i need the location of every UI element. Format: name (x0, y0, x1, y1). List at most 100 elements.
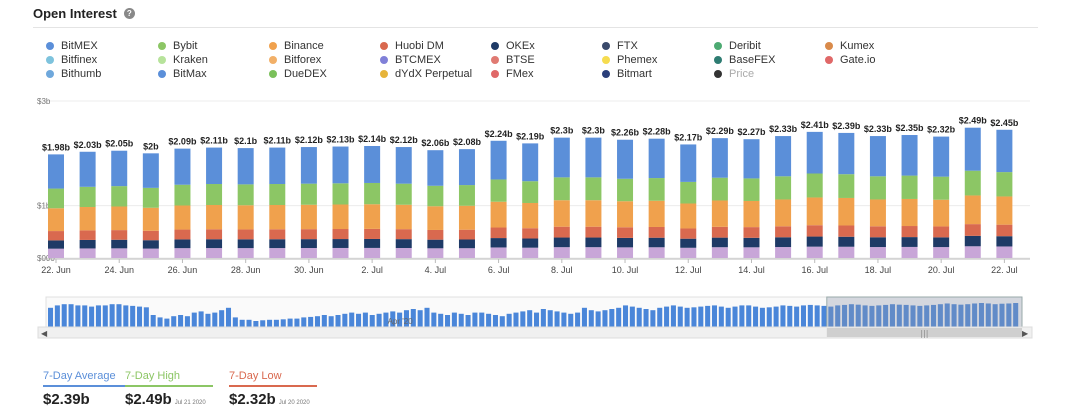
bar-segment-binance[interactable] (806, 197, 823, 226)
bar-segment-okex[interactable] (711, 237, 728, 248)
bar-segment-okex[interactable] (585, 237, 602, 248)
bar-segment-okex[interactable] (490, 238, 507, 248)
bar-segment-okex[interactable] (79, 239, 96, 249)
bar-segment-others[interactable] (427, 248, 444, 258)
bar-segment-bitmex[interactable] (79, 151, 96, 187)
bar-segment-others[interactable] (711, 247, 728, 258)
legend-item-bitmax[interactable]: BitMax (158, 68, 207, 80)
bar-segment-bybit[interactable] (775, 176, 792, 200)
bar-segment-binance[interactable] (869, 199, 886, 227)
bar-segment-huobi-dm[interactable] (522, 228, 539, 239)
bar-segment-bitmex[interactable] (111, 150, 128, 187)
bar-segment-bybit[interactable] (174, 184, 191, 206)
bar-segment-bybit[interactable] (490, 179, 507, 202)
legend-item-kraken[interactable]: Kraken (158, 54, 208, 66)
bar-segment-bybit[interactable] (964, 170, 981, 196)
bar-segment-bybit[interactable] (585, 177, 602, 201)
bar-segment-binance[interactable] (490, 201, 507, 228)
bar-segment-bitmex[interactable] (617, 139, 634, 179)
bar-segment-bybit[interactable] (48, 188, 64, 209)
bar-segment-okex[interactable] (648, 237, 665, 248)
bar-segment-bybit[interactable] (111, 186, 128, 207)
bar-segment-binance[interactable] (522, 202, 539, 229)
bar-segment-others[interactable] (79, 248, 96, 258)
bar-segment-binance[interactable] (458, 205, 475, 230)
bar-segment-huobi-dm[interactable] (617, 227, 634, 238)
bar-segment-okex[interactable] (869, 237, 886, 248)
bar-segment-bybit[interactable] (458, 185, 475, 206)
legend-item-btse[interactable]: BTSE (491, 54, 535, 66)
question-circle-icon[interactable]: ? (123, 7, 135, 19)
bar-segment-bybit[interactable] (269, 184, 286, 205)
legend-item-huobi-dm[interactable]: Huobi DM (380, 40, 444, 52)
bar-segment-huobi-dm[interactable] (427, 229, 444, 240)
bar-segment-huobi-dm[interactable] (869, 226, 886, 238)
bar-segment-others[interactable] (964, 246, 981, 258)
legend-item-phemex[interactable]: Phemex (602, 54, 657, 66)
bar-segment-others[interactable] (901, 246, 918, 258)
bar-segment-huobi-dm[interactable] (743, 227, 760, 238)
bar-segment-huobi-dm[interactable] (585, 226, 602, 238)
bar-segment-bybit[interactable] (142, 187, 159, 208)
bar-segment-huobi-dm[interactable] (996, 224, 1013, 237)
bar-segment-bybit[interactable] (680, 181, 697, 204)
bar-segment-huobi-dm[interactable] (300, 229, 317, 240)
scrollbar-track[interactable] (37, 326, 1033, 339)
legend-item-fmex[interactable]: FMex (491, 68, 534, 80)
bar-segment-bitmex[interactable] (458, 149, 475, 186)
bar-segment-binance[interactable] (553, 200, 570, 227)
legend-item-kumex[interactable]: Kumex (825, 40, 874, 52)
legend-item-bitmart[interactable]: Bitmart (602, 68, 652, 80)
bar-segment-bitmex[interactable] (237, 148, 254, 185)
bar-segment-bybit[interactable] (711, 177, 728, 201)
bar-segment-okex[interactable] (142, 240, 159, 249)
bar-segment-others[interactable] (680, 247, 697, 258)
bar-segment-bitmex[interactable] (206, 147, 223, 185)
bar-segment-bybit[interactable] (806, 173, 823, 198)
bar-segment-others[interactable] (364, 247, 381, 258)
bar-segment-others[interactable] (142, 248, 159, 258)
bar-segment-bitmex[interactable] (901, 135, 918, 176)
bar-segment-bitmex[interactable] (300, 147, 317, 184)
bar-segment-bybit[interactable] (648, 178, 665, 201)
bar-segment-huobi-dm[interactable] (174, 229, 191, 240)
bar-segment-binance[interactable] (300, 204, 317, 230)
bar-segment-others[interactable] (237, 248, 254, 258)
legend-item-basefex[interactable]: BaseFEX (714, 54, 775, 66)
bar-segment-bitmex[interactable] (48, 154, 64, 189)
bar-segment-binance[interactable] (364, 204, 381, 229)
bar-segment-others[interactable] (996, 246, 1013, 258)
bar-segment-binance[interactable] (174, 205, 191, 230)
bar-segment-huobi-dm[interactable] (490, 227, 507, 239)
bar-segment-others[interactable] (111, 248, 128, 258)
bar-segment-binance[interactable] (901, 198, 918, 227)
bar-segment-bitmex[interactable] (395, 147, 412, 184)
bar-segment-bitmex[interactable] (427, 150, 444, 186)
bar-segment-binance[interactable] (395, 204, 412, 230)
bar-segment-huobi-dm[interactable] (111, 230, 128, 240)
legend-item-okex[interactable]: OKEx (491, 40, 535, 52)
bar-segment-huobi-dm[interactable] (364, 228, 381, 239)
bar-segment-binance[interactable] (585, 200, 602, 227)
bar-segment-huobi-dm[interactable] (553, 226, 570, 238)
bar-segment-huobi-dm[interactable] (964, 224, 981, 236)
bar-segment-binance[interactable] (711, 200, 728, 227)
bar-segment-bitmex[interactable] (332, 146, 349, 184)
scroll-grip-icon[interactable]: ||| (920, 329, 928, 338)
bar-segment-bybit[interactable] (364, 182, 381, 205)
legend-item-deribit[interactable]: Deribit (714, 40, 761, 52)
bar-segment-bitmex[interactable] (585, 137, 602, 178)
bar-segment-bybit[interactable] (427, 185, 444, 207)
bar-segment-binance[interactable] (933, 199, 950, 227)
bar-segment-bitmex[interactable] (711, 138, 728, 178)
bar-segment-bybit[interactable] (332, 183, 349, 205)
bar-segment-bitmex[interactable] (553, 137, 570, 178)
bar-segment-huobi-dm[interactable] (680, 228, 697, 239)
bar-segment-binance[interactable] (427, 206, 444, 230)
bar-segment-okex[interactable] (743, 237, 760, 248)
bar-segment-binance[interactable] (48, 208, 64, 232)
legend-item-binance[interactable]: Binance (269, 40, 324, 52)
bar-segment-okex[interactable] (996, 236, 1013, 247)
bar-segment-bitmex[interactable] (806, 131, 823, 174)
bar-segment-binance[interactable] (838, 197, 855, 226)
